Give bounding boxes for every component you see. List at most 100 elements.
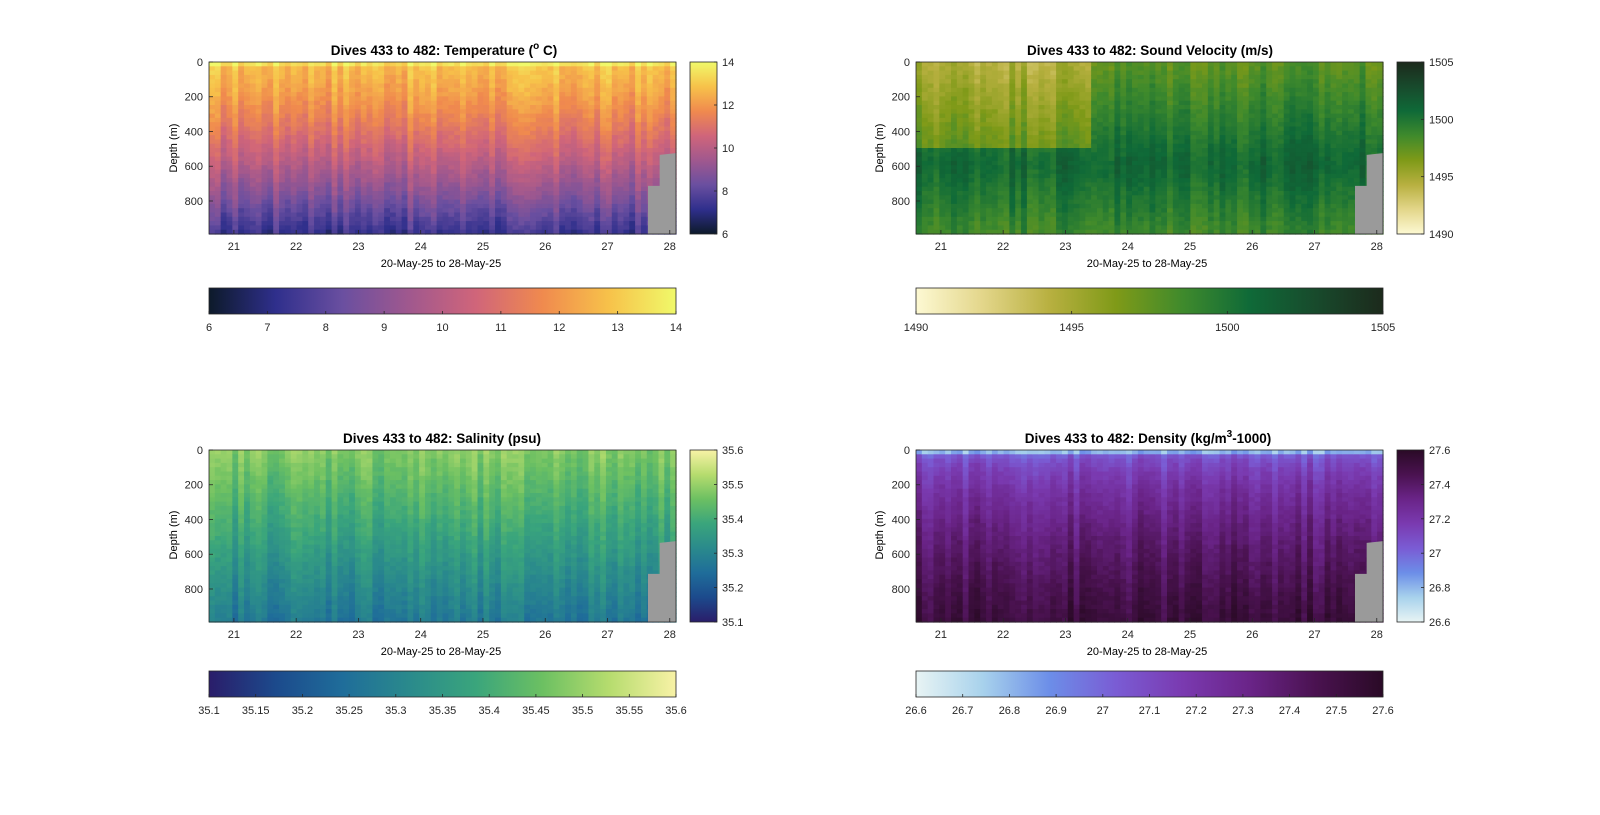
temperature-heatmap-cell — [209, 195, 216, 201]
temperature-heatmap-cell — [360, 79, 368, 85]
sound-velocity-heatmap-cell — [951, 160, 958, 166]
sound-velocity-heatmap-cell — [921, 203, 929, 209]
sound-velocity-heatmap-cell — [933, 152, 940, 158]
temperature-heatmap-cell — [553, 126, 560, 132]
temperature-heatmap-cell — [471, 79, 479, 85]
temperature-heatmap-cell — [343, 178, 350, 183]
temperature-heatmap-cell — [244, 225, 251, 231]
temperature-heatmap-cell — [565, 66, 572, 72]
temperature-heatmap-cell — [670, 122, 677, 128]
temperature-heatmap-cell — [541, 87, 549, 93]
temperature-heatmap-cell — [524, 165, 531, 171]
sound-velocity-heatmap-cell — [1131, 160, 1139, 166]
temperature-heatmap-cell — [553, 160, 560, 166]
temperature-heatmap-cell — [413, 178, 420, 183]
temperature-heatmap-cell — [652, 152, 660, 158]
temperature-heatmap-cell — [366, 169, 374, 175]
temperature-heatmap-cell — [576, 203, 584, 209]
sound-velocity-heatmap-cell — [1108, 100, 1116, 106]
temperature-heatmap-cell — [588, 143, 595, 149]
temperature-heatmap-cell — [500, 208, 508, 214]
sound-velocity-heatmap-cell — [1021, 92, 1028, 97]
sound-velocity-heatmap-cell — [1149, 148, 1156, 153]
sound-velocity-heatmap-cell — [991, 208, 999, 214]
temperature-heatmap-cell — [407, 195, 414, 201]
temperature-heatmap-cell — [541, 199, 549, 205]
temperature-heatmap-cell — [337, 143, 344, 149]
temperature-heatmap-cell — [284, 126, 292, 132]
sound-velocity-heatmap-cell — [1161, 221, 1168, 226]
temperature-heatmap-cell — [483, 139, 490, 145]
sound-velocity-heatmap-cell — [1161, 62, 1168, 67]
temperature-heatmap-cell — [238, 203, 245, 209]
temperature-heatmap-cell — [600, 199, 607, 205]
temperature-heatmap-cell — [565, 169, 572, 175]
sound-velocity-heatmap-cell — [1050, 105, 1057, 110]
temperature-heatmap-cell — [442, 92, 449, 97]
sound-velocity-heatmap-cell — [945, 191, 952, 196]
temperature-heatmap-cell — [337, 178, 344, 183]
temperature-heatmap-cell — [214, 87, 222, 93]
sound-velocity-heatmap-cell — [1044, 221, 1051, 226]
sound-velocity-heatmap-cell — [951, 87, 958, 93]
temperature-heatmap-cell — [582, 109, 590, 115]
temperature-heatmap-cell — [588, 182, 595, 188]
sound-velocity-heatmap-cell — [1114, 74, 1121, 80]
temperature-heatmap-cell — [284, 152, 292, 158]
temperature-heatmap-cell — [442, 178, 449, 183]
temperature-heatmap-cell — [366, 152, 374, 158]
temperature-heatmap-cell — [308, 199, 315, 205]
temperature-heatmap-cell — [553, 79, 560, 85]
sound-velocity-heatmap-cell — [945, 178, 952, 183]
temperature-heatmap-cell — [646, 148, 654, 153]
temperature-heatmap-cell — [226, 113, 233, 119]
temperature-heatmap-cell — [640, 117, 648, 123]
sound-velocity-heatmap-cell — [921, 96, 929, 102]
sound-velocity-heatmap-cell — [1131, 96, 1139, 102]
sound-velocity-heatmap-cell — [939, 178, 946, 183]
sound-velocity-heatmap-cell — [945, 169, 952, 175]
temperature-heatmap-cell — [617, 199, 625, 205]
sound-velocity-heatmap-cell — [1067, 182, 1075, 188]
sound-velocity-heatmap-cell — [1003, 225, 1010, 231]
temperature-heatmap-cell — [460, 208, 467, 214]
temperature-heatmap-cell — [343, 113, 350, 119]
temperature-heatmap-cell — [500, 105, 508, 110]
sound-velocity-heatmap-cell — [980, 83, 987, 89]
temperature-heatmap-cell — [460, 160, 467, 166]
temperature-heatmap-cell — [448, 135, 455, 140]
temperature-heatmap-cell — [337, 229, 344, 235]
temperature-heatmap-cell — [419, 169, 426, 175]
sound-velocity-heatmap-cell — [1050, 79, 1057, 85]
temperature-heatmap-cell — [319, 212, 327, 218]
sound-velocity-heatmap-cell — [1079, 182, 1086, 188]
sound-velocity-heatmap-cell — [1003, 182, 1010, 188]
sound-velocity-heatmap-cell — [1143, 182, 1151, 188]
temperature-heatmap-cell — [302, 126, 309, 132]
sound-velocity-heatmap-cell — [991, 126, 999, 132]
temperature-heatmap-cell — [384, 212, 391, 218]
temperature-heatmap-cell — [232, 143, 239, 149]
sound-velocity-heatmap-cell — [1120, 109, 1127, 115]
temperature-heatmap-cell — [267, 96, 274, 102]
temperature-heatmap-cell — [582, 216, 590, 222]
temperature-heatmap-cell — [389, 148, 397, 153]
sound-velocity-heatmap-cell — [1120, 87, 1127, 93]
sound-velocity-heatmap-cell — [1009, 165, 1016, 171]
temperature-heatmap-cell — [530, 182, 537, 188]
temperature-heatmap-cell — [518, 143, 525, 149]
temperature-heatmap-cell — [605, 178, 613, 183]
temperature-heatmap-cell — [372, 229, 379, 235]
sound-velocity-heatmap-cell — [1131, 74, 1139, 80]
sound-velocity-heatmap-cell — [921, 148, 929, 153]
temperature-heatmap-cell — [442, 199, 449, 205]
temperature-heatmap-cell — [670, 139, 677, 145]
temperature-heatmap-cell — [226, 199, 233, 205]
temperature-heatmap-cell — [209, 199, 216, 205]
temperature-heatmap-cell — [319, 173, 327, 179]
temperature-heatmap-cell — [524, 70, 531, 76]
temperature-heatmap-cell — [214, 208, 222, 214]
sound-velocity-heatmap-cell — [1114, 79, 1121, 85]
temperature-heatmap-cell — [378, 135, 385, 140]
temperature-heatmap-cell — [424, 221, 432, 226]
